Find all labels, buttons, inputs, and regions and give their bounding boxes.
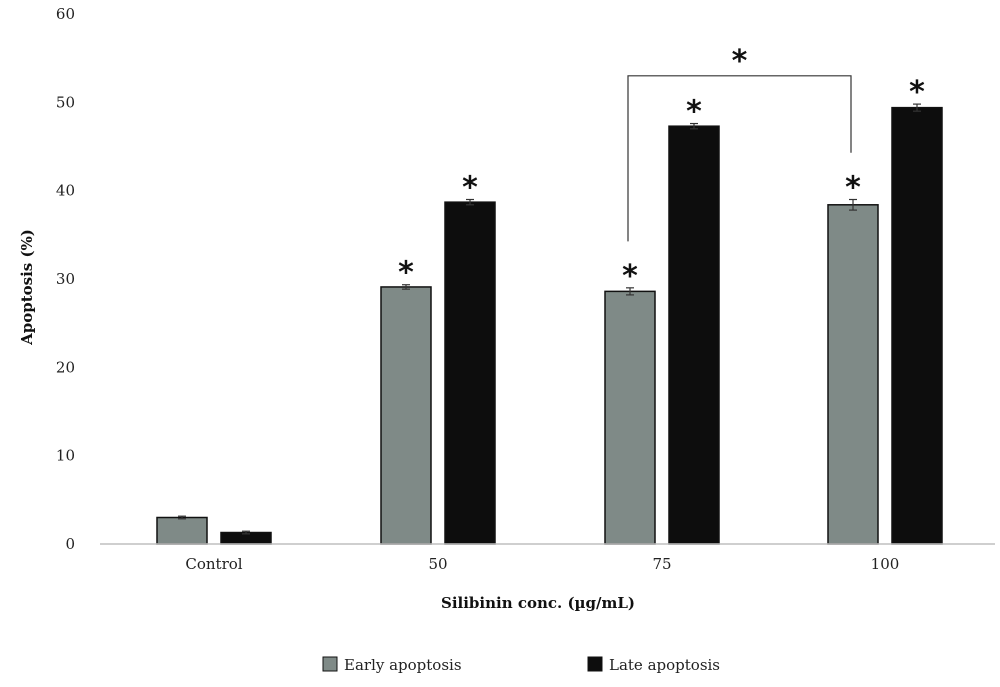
error-bar	[242, 530, 250, 535]
bar-late-75	[668, 125, 720, 545]
bracket-significance-star: *	[732, 44, 748, 79]
legend-item-late: Late apoptosis	[587, 656, 720, 674]
error-bar	[466, 198, 474, 206]
bar-late-100	[891, 106, 943, 545]
bar-early-50	[380, 286, 432, 545]
y-tick-label: 0	[65, 535, 75, 553]
error-bar	[178, 515, 186, 520]
error-bar	[913, 103, 921, 112]
y-axis-ticks: 0 10 20 30 40 50 60	[56, 5, 75, 553]
comparison-bracket: *	[627, 44, 852, 242]
bar-early-control	[156, 516, 208, 545]
error-bar	[402, 284, 410, 290]
y-tick-label: 10	[56, 447, 75, 465]
x-category-label: 100	[871, 555, 900, 573]
x-category-label: 75	[652, 555, 671, 573]
significance-star: *	[462, 171, 478, 206]
x-axis-title: Silibinin conc. (µg/mL)	[441, 594, 635, 612]
error-bars-group	[178, 103, 921, 535]
significance-star: *	[845, 171, 861, 206]
bar-early-100	[827, 204, 879, 545]
bar-early-75	[604, 290, 656, 545]
significance-star: *	[398, 256, 414, 291]
legend-label: Early apoptosis	[344, 656, 462, 674]
significance-star: *	[686, 95, 702, 130]
legend-swatch	[587, 656, 603, 672]
legend-swatch	[322, 656, 338, 672]
x-category-label: Control	[185, 555, 242, 573]
bar-late-50	[444, 201, 496, 545]
y-tick-label: 30	[56, 270, 75, 288]
y-tick-label: 50	[56, 93, 75, 111]
error-bar	[849, 198, 857, 211]
y-tick-label: 40	[56, 182, 75, 200]
legend-label: Late apoptosis	[609, 656, 720, 674]
significance-markers: * * * * * *	[398, 75, 925, 294]
comparison-brackets: *	[627, 44, 852, 242]
legend-item-early: Early apoptosis	[322, 656, 462, 674]
bars-group	[156, 106, 943, 545]
y-tick-label: 20	[56, 358, 75, 376]
x-axis-category-labels: Control 50 75 100	[185, 555, 899, 573]
significance-star: *	[622, 259, 638, 294]
x-category-label: 50	[428, 555, 447, 573]
error-bar	[626, 287, 634, 296]
y-axis-title: Apoptosis (%)	[18, 229, 36, 346]
legend: Early apoptosis Late apoptosis	[322, 656, 720, 674]
y-tick-label: 60	[56, 5, 75, 23]
significance-star: *	[909, 75, 925, 110]
error-bar	[690, 122, 698, 130]
